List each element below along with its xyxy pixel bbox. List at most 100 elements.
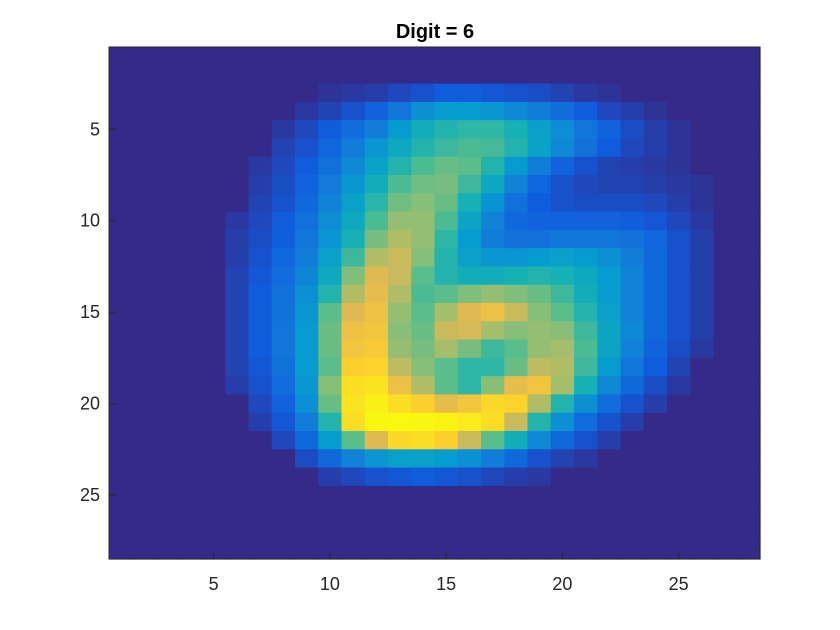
heatmap-cell [178,376,203,396]
heatmap-cell [295,339,319,359]
heatmap-cell [690,229,715,249]
heatmap-cell [713,101,738,121]
heatmap-cell [527,376,552,396]
heatmap-cell [667,175,691,194]
heatmap-cell [109,522,133,542]
heatmap-cell [318,65,343,85]
heatmap-cell [667,303,691,322]
heatmap-cell [411,394,436,414]
heatmap-cell [132,540,157,560]
heatmap-cell [597,83,622,103]
heatmap-cell [690,540,715,560]
heatmap-cell [318,357,343,377]
heatmap-cell [504,376,529,396]
heatmap-cell [504,412,529,432]
heatmap-cell [341,229,366,249]
heatmap-cell [457,540,482,560]
heatmap-cell [434,522,459,542]
heatmap-cell [132,266,157,286]
heatmap-cell [620,504,645,524]
heatmap-cell [178,394,203,414]
heatmap-cell [202,101,226,121]
heatmap-cell [155,211,180,231]
heatmap-cell [713,65,738,85]
heatmap-cell [248,467,273,487]
heatmap-cell [178,504,203,524]
heatmap-cell [132,193,157,213]
heatmap-cell [690,303,715,322]
heatmap-cell [388,47,412,66]
heatmap-cell [527,175,552,194]
heatmap-cell [155,522,180,542]
heatmap-cell [295,412,319,432]
heatmap-cell [667,47,691,66]
heatmap-cell [132,229,157,249]
heatmap-cell [667,394,691,414]
heatmap-cell [109,248,133,268]
heatmap-cell [667,120,691,140]
heatmap-cell [667,485,691,505]
heatmap-cell [574,138,598,158]
heatmap-cell [736,211,761,231]
heatmap-cell [202,540,226,560]
heatmap-cell [574,412,598,432]
heatmap-cell [109,431,133,450]
heatmap-cell [318,284,343,304]
heatmap-cell [620,339,645,359]
heatmap-cell [295,83,319,103]
heatmap-cell [271,83,296,103]
heatmap-cell [736,266,761,286]
heatmap-cell [248,211,273,231]
heatmap-cell [318,248,343,268]
heatmap-cell [457,431,482,450]
heatmap-cell [690,339,715,359]
heatmap-cell [248,540,273,560]
heatmap-cell [155,175,180,194]
heatmap-cell [248,65,273,85]
heatmap-cell [527,522,552,542]
heatmap-cell [178,229,203,249]
heatmap-cell [690,156,715,176]
heatmap-cell [643,394,668,414]
heatmap-cell [202,284,226,304]
heatmap-cell [574,540,598,560]
heatmap-cell [527,229,552,249]
heatmap-cell [643,303,668,322]
heatmap-cell [341,175,366,194]
y-tick-label: 25 [80,485,100,505]
heatmap-cell [341,266,366,286]
heatmap-cell [690,47,715,66]
heatmap-cell [411,65,436,85]
heatmap-cell [481,431,505,450]
heatmap-cell [620,47,645,66]
heatmap-cell [132,211,157,231]
heatmap-cell [155,248,180,268]
heatmap-cell [364,467,389,487]
heatmap-cell [132,467,157,487]
heatmap-cell [109,138,133,158]
heatmap-cell [109,449,133,469]
heatmap-cell [109,47,133,66]
heatmap-cell [527,266,552,286]
axis-ticks: 5 10 15 20 25 5 10 15 20 25 [80,119,689,594]
heatmap-cell [178,449,203,469]
heatmap-cell [225,321,250,341]
heatmap-cell [411,138,436,158]
heatmap-cell [481,339,505,359]
heatmap-cell [667,193,691,213]
heatmap-cell [388,284,412,304]
heatmap-cell [597,485,622,505]
heatmap-cell [736,156,761,176]
heatmap-cell [690,467,715,487]
heatmap-cell [736,339,761,359]
heatmap-cell [295,175,319,194]
heatmap-cell [643,376,668,396]
heatmap-cell [667,339,691,359]
heatmap-cell [457,120,482,140]
heatmap-cell [457,229,482,249]
heatmap-cell [434,449,459,469]
heatmap-cell [364,284,389,304]
heatmap-cell [713,211,738,231]
heatmap-cell [434,47,459,66]
heatmap-cell [341,540,366,560]
